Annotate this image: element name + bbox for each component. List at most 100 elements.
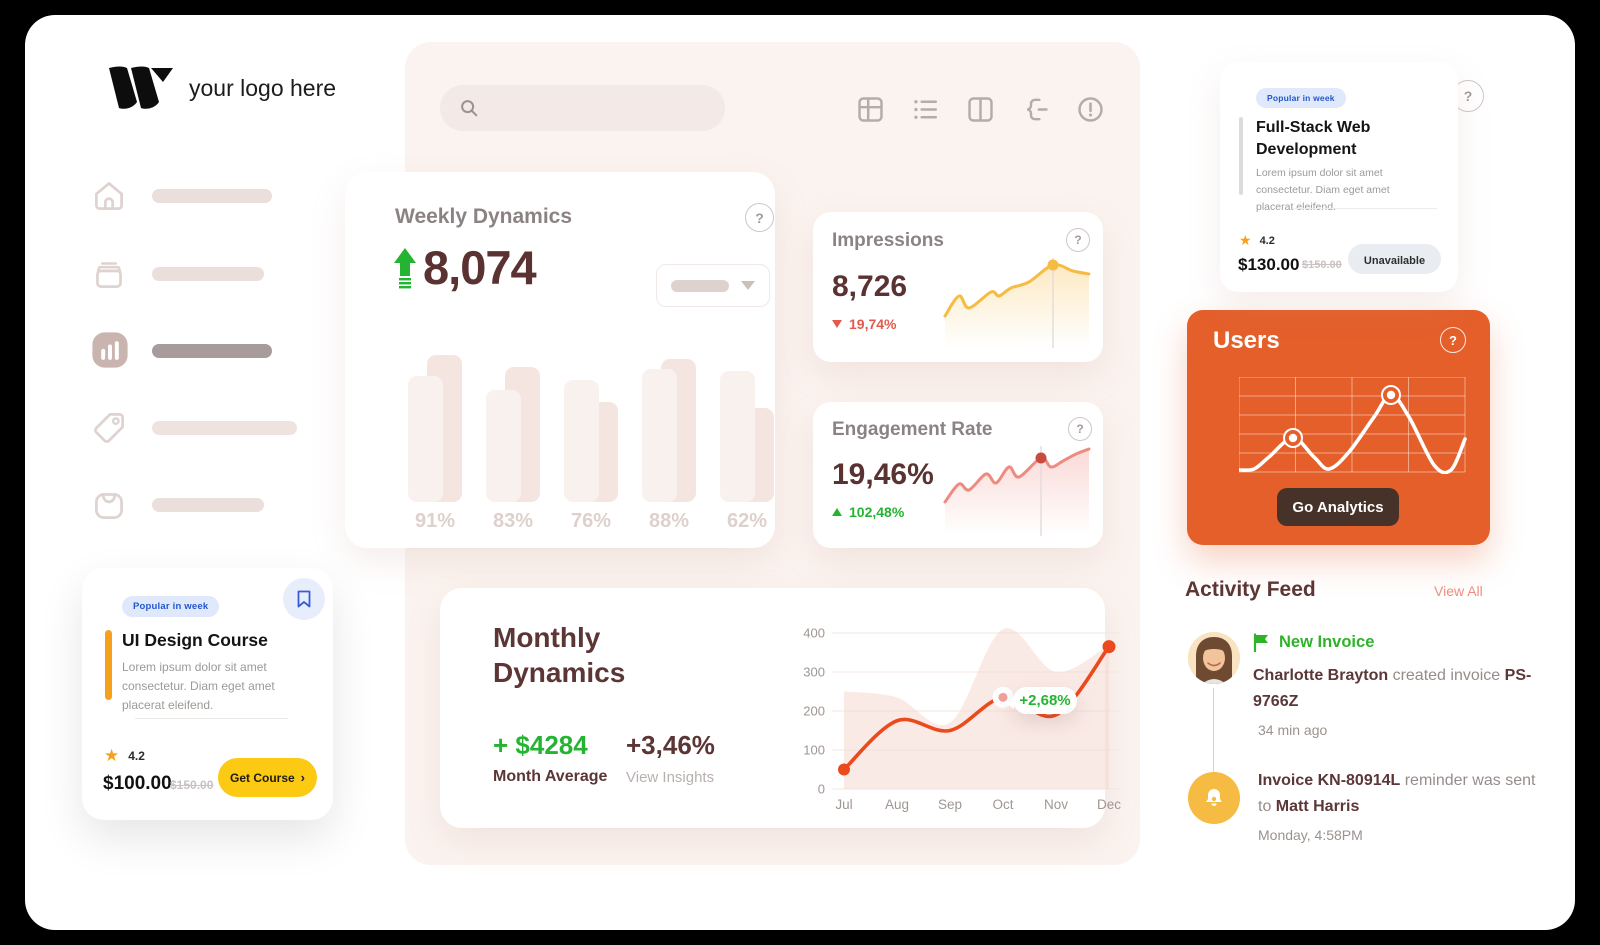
section-title: Activity Feed xyxy=(1185,578,1316,601)
help-icon[interactable]: ? xyxy=(1068,417,1092,441)
card-title: Weekly Dynamics xyxy=(395,205,573,228)
header-toolbar xyxy=(855,89,1125,129)
course-title: Full-Stack Web Development xyxy=(1256,119,1371,158)
activity-message: Invoice KN-80914L reminder was sent to M… xyxy=(1258,772,1536,815)
rating: ★ 4.2 xyxy=(1239,232,1275,248)
timeline-connector xyxy=(1213,688,1214,784)
course-description: Lorem ipsum dolor sit amet consectetur. … xyxy=(122,660,275,713)
sidebar-item-placeholder xyxy=(152,498,264,512)
weekly-bar-front xyxy=(642,369,677,502)
help-icon[interactable]: ? xyxy=(745,203,774,232)
old-price: $150.00 xyxy=(1302,259,1342,271)
month-average-value: + $4284 xyxy=(493,730,588,760)
logo-text: your logo here xyxy=(189,74,337,101)
activity-message: Charlotte Brayton created invoice PS-976… xyxy=(1253,667,1532,710)
svg-text:400: 400 xyxy=(803,626,825,641)
weekly-bar-front xyxy=(564,380,599,502)
svg-text:Oct: Oct xyxy=(992,797,1013,812)
sidebar-item-placeholder xyxy=(152,267,264,281)
svg-text:0: 0 xyxy=(818,782,825,797)
weekly-bar-labels: 91% 83% 76% 88% 62% xyxy=(400,510,790,534)
avatar xyxy=(1188,632,1240,684)
course-description: Lorem ipsum dolor sit amet consectetur. … xyxy=(1256,167,1390,213)
sidebar-item-placeholder xyxy=(152,421,297,435)
sidebar-item-home[interactable] xyxy=(85,167,345,227)
weekly-bar-label: 83% xyxy=(492,510,534,532)
engagement-delta: 102,48% xyxy=(832,504,904,520)
month-average-label: Month Average xyxy=(493,768,608,785)
sidebar-item-tag[interactable] xyxy=(85,399,345,459)
engagement-sparkline xyxy=(943,446,1091,536)
alert-icon[interactable] xyxy=(1075,94,1106,125)
course-title: UI Design Course xyxy=(122,630,268,650)
list-icon[interactable] xyxy=(910,94,941,125)
flow-merge-icon[interactable] xyxy=(1020,94,1051,125)
impressions-delta: 19,74% xyxy=(832,316,896,332)
search-icon xyxy=(461,100,478,117)
bookmark-button[interactable] xyxy=(283,578,325,620)
price: $130.00 xyxy=(1238,255,1300,274)
course-card-fullstack: Popular in week Full-Stack Web Developme… xyxy=(1220,62,1458,292)
bell-icon xyxy=(1206,789,1222,806)
svg-text:Jul: Jul xyxy=(835,797,852,812)
accent-bar xyxy=(105,630,112,700)
search-bar[interactable] xyxy=(440,85,725,131)
get-course-button[interactable]: Get Course › xyxy=(218,758,317,797)
reminder-badge xyxy=(1188,772,1240,824)
accent-bar xyxy=(1239,117,1243,195)
card-title: Engagement Rate xyxy=(832,419,993,440)
svg-text:Dec: Dec xyxy=(1097,797,1121,812)
weekly-bar-front xyxy=(720,371,755,502)
activity-time: Monday, 4:58PM xyxy=(1258,827,1363,843)
view-all-link[interactable]: View All xyxy=(1434,583,1483,599)
home-icon xyxy=(95,182,123,210)
go-analytics-button[interactable]: Go Analytics xyxy=(1277,488,1399,526)
split-view-icon[interactable] xyxy=(965,94,996,125)
monthly-chart: 400 300 200 100 0 Jul Aug Sep Oct Nov Dec xyxy=(803,626,1121,813)
card-title: Users xyxy=(1213,327,1280,354)
chevron-down-icon xyxy=(741,281,755,290)
engagement-card: Engagement Rate ? 19,46% 102,48% xyxy=(813,402,1103,548)
grid-icon[interactable] xyxy=(855,94,886,125)
svg-text:Aug: Aug xyxy=(885,797,909,812)
help-icon[interactable]: ? xyxy=(1066,228,1090,252)
weekly-bars-chart xyxy=(408,355,780,502)
help-icon[interactable]: ? xyxy=(1440,327,1466,353)
weekly-bar-label: 88% xyxy=(648,510,690,532)
chart-tooltip: +2,68% xyxy=(1006,687,1077,714)
sidebar-item-archive[interactable] xyxy=(85,245,345,305)
weekly-bar-label: 62% xyxy=(726,510,768,532)
view-insights-link[interactable]: View Insights xyxy=(626,769,715,786)
star-icon: ★ xyxy=(104,746,120,765)
sidebar-item-bag[interactable] xyxy=(85,476,345,536)
chevron-right-icon: › xyxy=(300,770,306,785)
weekly-dynamics-card: Weekly Dynamics ? 8,074 91% 83% 76% 88% 62% xyxy=(345,172,775,548)
svg-text:200: 200 xyxy=(803,704,825,719)
svg-text:100: 100 xyxy=(803,743,825,758)
engagement-value: 19,46% xyxy=(832,458,934,491)
impressions-card: Impressions ? 8,726 19,74% xyxy=(813,212,1103,362)
divider xyxy=(135,718,288,719)
activity-time: 34 min ago xyxy=(1258,722,1328,738)
sidebar-item-placeholder xyxy=(152,189,272,203)
weekly-bar-label: 76% xyxy=(570,510,612,532)
weekly-value: 8,074 xyxy=(423,241,537,294)
logo: your logo here xyxy=(103,58,403,118)
divider xyxy=(1294,208,1437,209)
unavailable-button[interactable]: Unavailable xyxy=(1348,244,1441,274)
svg-text:Sep: Sep xyxy=(938,797,962,812)
tag-icon xyxy=(94,412,125,443)
sidebar-item-analytics[interactable] xyxy=(85,322,345,382)
popular-badge: Popular in week xyxy=(122,596,220,617)
app-canvas: your logo here xyxy=(25,15,1575,930)
search-input[interactable] xyxy=(490,91,704,125)
period-dropdown[interactable] xyxy=(656,264,770,307)
bag-icon xyxy=(95,493,123,519)
weekly-bar-front xyxy=(486,390,521,502)
popular-badge: Popular in week xyxy=(1256,88,1346,108)
weekly-bar-front xyxy=(408,376,443,502)
old-price: $150.00 xyxy=(170,778,214,792)
archive-icon xyxy=(96,262,122,288)
weekly-bar-label: 91% xyxy=(414,510,456,532)
flag-icon xyxy=(1253,633,1268,652)
